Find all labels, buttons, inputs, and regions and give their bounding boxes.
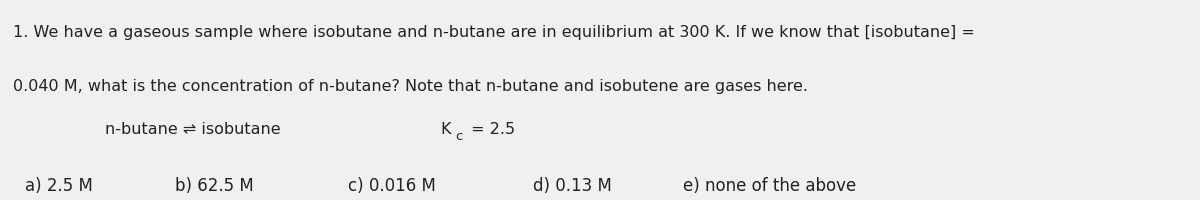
Text: e) none of the above: e) none of the above	[684, 177, 857, 195]
Text: c: c	[456, 130, 463, 143]
Text: 1. We have a gaseous sample where isobutane and n-butane are in equilibrium at 3: 1. We have a gaseous sample where isobut…	[13, 25, 974, 40]
Text: K: K	[440, 122, 451, 137]
Text: 0.040 M, what is the concentration of n-butane? Note that n-butane and isobutene: 0.040 M, what is the concentration of n-…	[13, 79, 808, 94]
Text: a) 2.5 M: a) 2.5 M	[24, 177, 92, 195]
Text: c) 0.016 M: c) 0.016 M	[348, 177, 436, 195]
Text: = 2.5: = 2.5	[466, 122, 515, 137]
Text: n-butane ⇌ isobutane: n-butane ⇌ isobutane	[106, 122, 281, 137]
Text: d) 0.13 M: d) 0.13 M	[533, 177, 612, 195]
Text: b) 62.5 M: b) 62.5 M	[175, 177, 253, 195]
